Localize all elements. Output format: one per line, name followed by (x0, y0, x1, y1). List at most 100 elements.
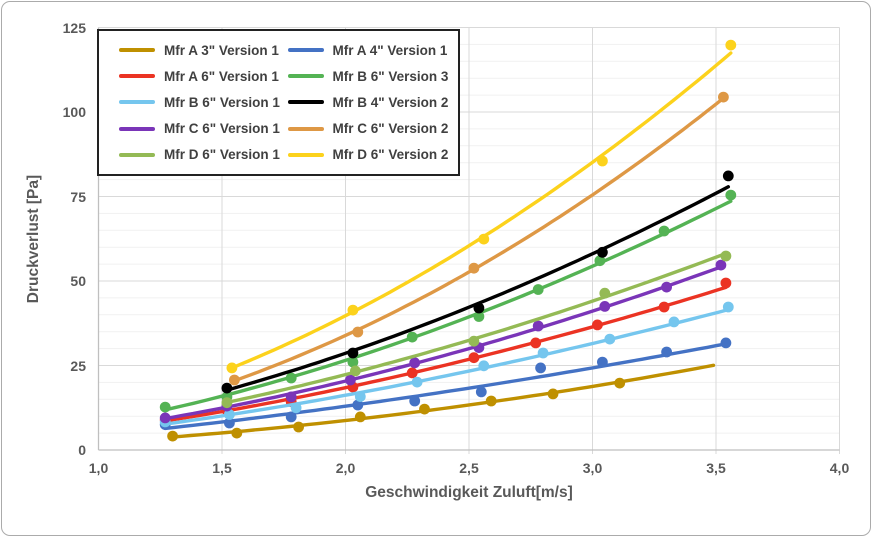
data-point-series-4 (478, 360, 490, 372)
legend-swatch-line-icon (287, 100, 324, 105)
x-tick-label: 4,0 (829, 460, 850, 476)
data-point-series-1 (720, 337, 732, 349)
data-point-series-0 (293, 421, 304, 433)
data-point-series-0 (614, 377, 626, 389)
legend-label: Mfr B 6" Version 3 (332, 68, 449, 84)
data-point-series-3 (347, 356, 359, 368)
data-point-series-5 (221, 382, 233, 394)
data-point-series-8 (599, 287, 611, 299)
data-point-series-4 (290, 402, 302, 414)
data-point-series-8 (350, 365, 361, 377)
y-tick-label: 125 (62, 19, 86, 36)
y-tick-label: 25 (70, 357, 86, 374)
chart-legend: Mfr A 3" Version 1 Mfr A 4" Version 1 Mf… (97, 29, 460, 176)
data-point-series-8 (468, 335, 480, 347)
y-tick-label: 75 (70, 188, 86, 205)
legend-entry-mfr-d-6-version-2: Mfr D 6" Version 2 (287, 147, 457, 162)
legend-swatch-line-icon (119, 74, 155, 79)
x-tick-label: 1,5 (212, 460, 232, 476)
data-point-series-0 (167, 430, 179, 442)
legend-entry-mfr-a-4-version-1: Mfr A 4" Version 1 (287, 42, 457, 58)
data-point-series-0 (419, 403, 430, 415)
legend-entry-mfr-b-6-version-1: Mfr B 6" Version 1 (119, 95, 288, 110)
x-tick-label: 2,0 (335, 460, 356, 476)
x-tick-label: 3,5 (706, 460, 726, 476)
data-point-series-3 (285, 372, 297, 384)
data-point-series-2 (720, 277, 732, 289)
data-point-series-1 (535, 362, 546, 374)
legend-entry-mfr-a-3-version-1: Mfr A 3" Version 1 (119, 43, 288, 58)
data-point-series-5 (722, 170, 734, 182)
legend-swatch-line-icon (119, 100, 155, 105)
data-point-series-4 (411, 376, 423, 388)
data-point-series-0 (485, 395, 497, 407)
data-point-series-1 (597, 356, 608, 368)
series-line-4 (163, 307, 730, 426)
legend-swatch-line-icon (287, 126, 324, 131)
data-point-series-0 (354, 411, 366, 423)
data-point-series-5 (597, 246, 608, 258)
data-point-series-1 (224, 417, 235, 429)
y-tick-label: 50 (70, 273, 86, 289)
series-line-6 (163, 265, 723, 421)
data-point-series-9 (597, 155, 608, 167)
data-point-series-5 (347, 347, 359, 359)
data-point-series-3 (532, 284, 544, 295)
x-tick-label: 2,5 (459, 460, 479, 476)
data-point-series-8 (720, 250, 732, 262)
data-point-series-6 (715, 259, 727, 271)
data-point-series-9 (478, 233, 490, 245)
data-point-series-3 (159, 401, 171, 413)
data-point-series-9 (226, 362, 238, 374)
data-point-series-4 (722, 301, 734, 313)
data-point-series-6 (409, 357, 421, 369)
data-point-series-1 (661, 346, 672, 358)
data-point-series-3 (406, 331, 418, 343)
data-point-series-0 (231, 427, 243, 439)
data-point-series-4 (354, 391, 366, 402)
data-point-series-2 (530, 337, 542, 349)
data-point-series-3 (725, 189, 737, 201)
data-point-series-4 (668, 316, 680, 328)
legend-swatch-line-icon (287, 152, 324, 157)
data-point-series-2 (468, 352, 480, 364)
data-point-series-4 (224, 409, 235, 420)
data-point-series-1 (285, 411, 297, 423)
data-point-series-1 (352, 399, 364, 411)
data-point-series-6 (345, 374, 356, 386)
y-axis-title: Druckverlust [Pa] (25, 174, 42, 304)
legend-swatch-line-icon (287, 48, 324, 53)
legend-label: Mfr A 3" Version 1 (164, 42, 279, 58)
data-point-series-2 (592, 319, 603, 331)
legend-label: Mfr D 6" Version 1 (164, 147, 280, 163)
legend-label: Mfr B 6" Version 1 (164, 94, 280, 110)
data-point-series-7 (229, 374, 240, 386)
data-point-series-2 (406, 367, 418, 379)
legend-entry-mfr-b-6-version-3: Mfr B 6" Version 3 (287, 68, 457, 84)
x-axis-title: Geschwindigkeit Zuluft[m/s] (365, 484, 573, 501)
legend-label: Mfr B 4" Version 2 (332, 94, 449, 110)
data-point-series-1 (409, 395, 421, 407)
legend-label: Mfr C 6" Version 2 (332, 121, 449, 137)
legend-swatch-line-icon (119, 48, 155, 53)
data-point-series-9 (347, 304, 359, 316)
data-point-series-2 (658, 301, 670, 313)
legend-swatch-line-icon (119, 126, 155, 131)
x-tick-label: 3,0 (582, 460, 603, 476)
data-point-series-6 (532, 320, 544, 332)
data-point-series-6 (599, 301, 611, 312)
series-line-1 (163, 342, 728, 431)
data-point-series-3 (594, 255, 606, 267)
data-point-series-9 (725, 39, 737, 51)
data-point-series-4 (537, 347, 549, 359)
data-point-series-3 (658, 225, 670, 237)
data-point-series-7 (468, 262, 480, 274)
legend-entry-mfr-a-6-version-1: Mfr A 6" Version 1 (119, 69, 288, 84)
legend-entry-mfr-c-6-version-1: Mfr C 6" Version 1 (119, 121, 288, 136)
data-point-series-4 (604, 333, 616, 345)
data-point-series-0 (547, 388, 559, 400)
legend-label: Mfr A 4" Version 1 (332, 42, 448, 58)
legend-entry-mfr-d-6-version-1: Mfr D 6" Version 1 (119, 147, 288, 162)
